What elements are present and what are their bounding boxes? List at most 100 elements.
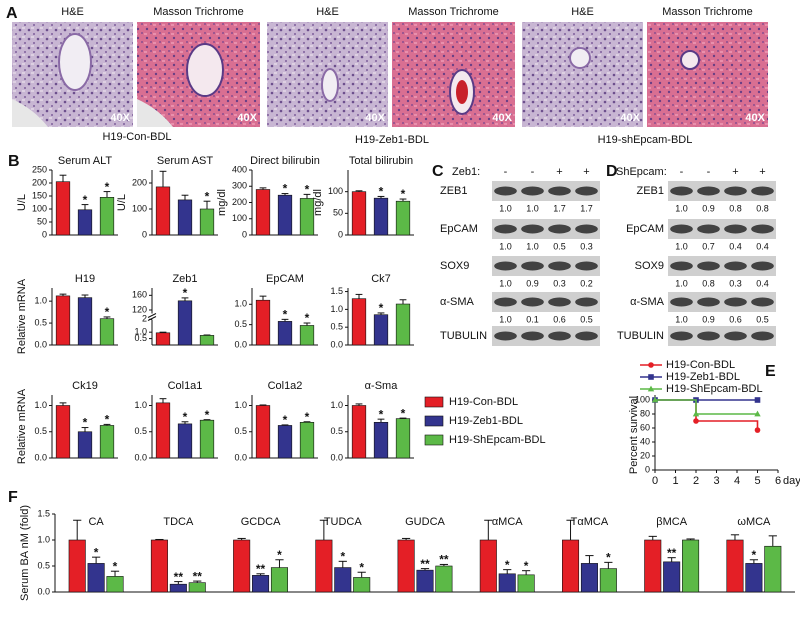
error-bar [203, 200, 211, 209]
error-bar [585, 555, 594, 564]
error-bar [377, 312, 385, 315]
stain-label: Masson Trichrome [153, 6, 243, 18]
y-tick-label: 0 [338, 229, 343, 239]
treatment-label: ShEpcam: [616, 166, 667, 178]
category-label: TDCA [163, 516, 194, 528]
band-quantification: 0.8 [702, 278, 715, 288]
band-quantification: 1.0 [675, 314, 688, 324]
bar [277, 321, 293, 346]
blot-band [548, 331, 571, 341]
category-label: CA [88, 516, 104, 528]
bar [745, 563, 763, 593]
blot-band [670, 331, 693, 341]
blot-strip [668, 181, 776, 201]
blot-strip [668, 326, 776, 346]
y-axis-label: Serum BA nM (fold) [19, 505, 31, 601]
legend-marker [647, 385, 655, 392]
blot-band [724, 261, 747, 271]
blot-strip [492, 219, 600, 239]
category-label: ωMCA [737, 516, 771, 528]
error-bar [338, 560, 347, 568]
blot-band [670, 297, 693, 307]
significance-star: * [305, 183, 310, 197]
y-tick-label: 0.0 [234, 339, 247, 349]
error-bar [355, 190, 363, 192]
blot-band [751, 331, 774, 341]
legend-swatch [424, 415, 444, 427]
significance-star: ** [174, 570, 184, 584]
panel-label: B [8, 153, 20, 170]
blot-band [548, 186, 571, 196]
error-bar [181, 194, 189, 200]
significance-star: * [183, 286, 188, 300]
bar [334, 567, 352, 593]
y-tick-label: 0.5 [330, 426, 343, 436]
y-tick-label: 100 [328, 186, 343, 196]
band-quantification: 1.7 [580, 203, 593, 213]
y-tick-label: 60 [640, 422, 650, 432]
lane-sign: - [531, 166, 535, 178]
significance-star: ** [193, 569, 203, 583]
legend-label: H19-ShEpcam-BDL [449, 434, 546, 446]
error-bar [259, 404, 267, 406]
y-tick-label: 1.0 [34, 296, 47, 306]
chart-title: Col1a2 [268, 380, 303, 392]
micrograph [647, 22, 768, 127]
bar [299, 325, 315, 346]
y-tick-label: 1.0 [330, 304, 343, 314]
significance-star: ** [667, 546, 677, 560]
error-bar [749, 559, 758, 564]
error-bar [275, 559, 284, 568]
category-label: βMCA [656, 516, 687, 528]
bar [87, 563, 105, 593]
magnification-label: 40X [745, 112, 765, 124]
magnification-label: 40X [620, 112, 640, 124]
blot-strip [492, 326, 600, 346]
vessel [58, 33, 92, 91]
band-quantification: 0.6 [553, 314, 566, 324]
y-tick-label: 0.0 [134, 452, 147, 462]
bar [55, 181, 71, 236]
chart-title: Serum ALT [58, 155, 112, 167]
lane-sign: + [759, 166, 765, 178]
bar [255, 405, 271, 459]
error-bar [259, 295, 267, 301]
image-caption: H19-Con-BDL [102, 131, 171, 143]
bar [177, 199, 193, 236]
survival-point [754, 397, 761, 403]
error-bar [159, 398, 167, 403]
error-bar [355, 403, 363, 406]
legend-marker [648, 362, 654, 368]
treatment-label: Zeb1: [452, 166, 480, 178]
y-tick-label: 250 [32, 164, 47, 174]
band-quantification: 0.3 [580, 241, 593, 251]
y-tick-label: 1.0 [134, 400, 147, 410]
y-axis-label: U/L [116, 194, 128, 211]
error-bar [110, 570, 120, 577]
lane-sign: + [556, 166, 562, 178]
blot-band [521, 297, 544, 307]
y-axis-label: U/L [16, 194, 28, 211]
chart-title: Ck19 [72, 380, 98, 392]
significance-star: * [183, 410, 188, 424]
band-quantification: 0.4 [756, 278, 769, 288]
significance-star: * [105, 305, 110, 319]
y-tick-label: 0.0 [330, 452, 343, 462]
bar [479, 539, 497, 593]
significance-star: * [83, 416, 88, 430]
significance-star: * [283, 308, 288, 322]
error-bar [303, 322, 311, 326]
panel-label: E [765, 363, 776, 380]
x-tick-label: 1 [672, 475, 678, 487]
blot-band [724, 224, 747, 234]
bar [416, 569, 434, 593]
error-bar [357, 571, 366, 578]
protein-label: EpCAM [440, 223, 478, 235]
bar [177, 423, 193, 459]
panel-label: D [606, 163, 618, 180]
legend-label: H19-Con-BDL [666, 359, 735, 371]
bar [682, 539, 700, 593]
significance-star: * [606, 551, 611, 565]
vessel [321, 68, 339, 102]
blot-band [548, 261, 571, 271]
